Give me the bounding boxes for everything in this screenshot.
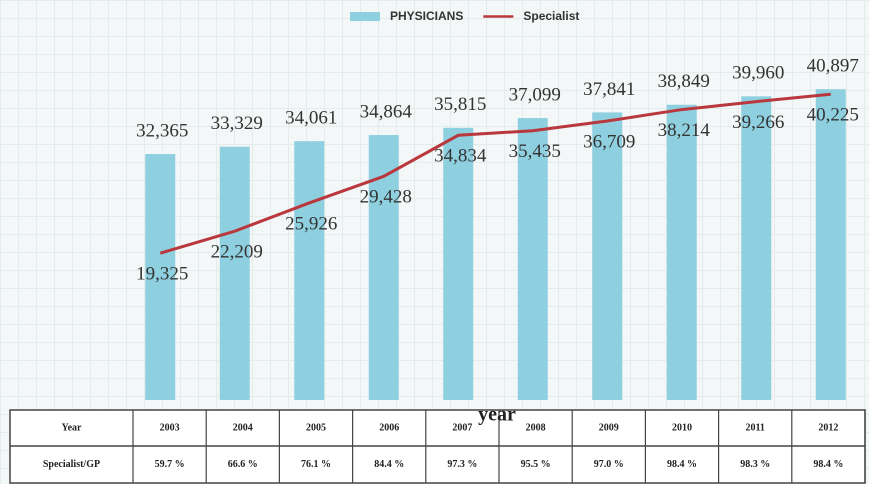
x-tick-label: 2005 [306, 422, 326, 433]
table-row-label: Specialist/GP [43, 459, 100, 470]
line-value-label: 39,266 [732, 112, 784, 133]
bar-value-label: 34,061 [285, 107, 337, 128]
x-tick-label: 2003 [160, 422, 180, 433]
bar-value-label: 39,960 [732, 63, 784, 84]
table-cell: 59.7 % [155, 459, 185, 470]
bar [592, 112, 623, 401]
x-tick-label: 2012 [818, 422, 838, 433]
legend-label: Specialist [523, 9, 579, 23]
line-value-label: 22,209 [211, 242, 263, 263]
table-header-label: Year [62, 422, 83, 433]
bar-value-label: 35,815 [434, 94, 486, 115]
x-tick-label: 2007 [452, 422, 472, 433]
line-value-label: 35,435 [509, 141, 561, 162]
x-tick-label: 2011 [745, 422, 764, 433]
bar [443, 127, 474, 400]
bar [666, 104, 697, 401]
table-cell: 98.3 % [740, 459, 770, 470]
line-value-label: 34,834 [434, 146, 487, 167]
line-value-label: 36,709 [583, 131, 635, 152]
table-cell: 97.3 % [447, 459, 477, 470]
bar-value-label: 34,864 [360, 101, 413, 122]
line-value-label: 25,926 [285, 213, 337, 234]
legend-label: PHYSICIANS [390, 9, 463, 23]
bar [294, 141, 325, 400]
bar-value-label: 38,849 [658, 71, 710, 92]
line-value-label: 29,428 [360, 187, 412, 208]
table-cell: 95.5 % [521, 459, 551, 470]
bar-value-label: 37,099 [509, 84, 561, 105]
x-tick-label: 2009 [599, 422, 619, 433]
x-tick-label: 2004 [233, 422, 253, 433]
x-tick-label: 2008 [526, 422, 546, 433]
x-tick-label: 2006 [379, 422, 399, 433]
line-value-label: 19,325 [136, 263, 188, 284]
bar [741, 96, 772, 400]
bar [219, 146, 250, 400]
table-cell: 84.4 % [374, 459, 404, 470]
line-value-label: 40,225 [807, 105, 859, 126]
x-axis-label: year [478, 404, 516, 426]
bar-value-label: 32,365 [136, 120, 188, 141]
table-cell: 98.4 % [667, 459, 697, 470]
bar [517, 118, 548, 400]
legend-swatch [350, 12, 380, 21]
bar [145, 154, 176, 400]
line [159, 92, 831, 255]
x-tick-label: 2010 [672, 422, 692, 433]
table-cell: 66.6 % [228, 459, 258, 470]
bar-value-label: 37,841 [583, 79, 635, 100]
bar-value-label: 33,329 [211, 113, 263, 134]
bar-value-label: 40,897 [807, 56, 859, 77]
table-cell: 76.1 % [301, 459, 331, 470]
bar [815, 89, 846, 400]
table-cell: 97.0 % [594, 459, 624, 470]
table-cell: 98.4 % [813, 459, 843, 470]
line-value-label: 38,214 [658, 120, 711, 141]
